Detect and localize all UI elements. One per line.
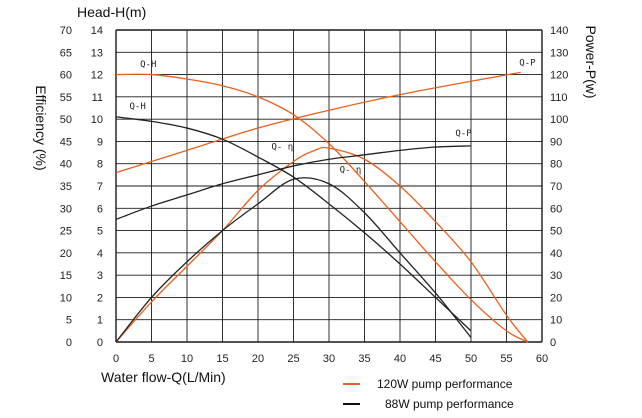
efficiency-tick-label: 45 [60, 136, 72, 148]
efficiency-tick-label: 60 [60, 70, 72, 82]
curve-88w-q [115, 177, 472, 343]
head-tick-label: 2 [97, 292, 103, 304]
efficiency-tick-label: 35 [60, 181, 72, 193]
x-tick-label: 25 [287, 353, 299, 365]
head-tick-label: 10 [91, 114, 103, 126]
x-tick-label: 50 [465, 353, 477, 365]
legend-label-88w: 88W pump performance [385, 397, 514, 411]
x-tick-label: 30 [323, 353, 335, 365]
curve-label-88w-q-: Q- η [340, 166, 362, 176]
head-tick-label: 13 [91, 47, 103, 59]
legend: 120W pump performance 88W pump performan… [343, 377, 514, 411]
curve-120w-qp [115, 71, 521, 174]
x-axis-title: Water flow-Q(L/Min) [101, 369, 226, 385]
x-tick-label: 55 [500, 353, 512, 365]
efficiency-tick-label: 55 [60, 92, 72, 104]
curve-label-120w-q-h: Q-H [140, 60, 156, 70]
curve-120w-qh [115, 73, 529, 343]
power-tick-label: 90 [550, 136, 562, 148]
efficiency-axis-title: Efficiency (%) [33, 85, 49, 170]
curve-120w-q [115, 146, 529, 343]
x-tick-label: 60 [536, 353, 548, 365]
head-tick-label: 0 [97, 337, 103, 349]
x-tick-label: 45 [429, 353, 441, 365]
head-tick-label: 1 [97, 315, 103, 327]
head-axis-title: Head-H(m) [77, 4, 146, 20]
head-tick-label: 11 [92, 92, 103, 104]
curve-label-88w-q-h: Q-H [129, 102, 145, 112]
efficiency-tick-label: 10 [60, 292, 72, 304]
curves [115, 71, 529, 343]
power-tick-label: 30 [550, 270, 562, 282]
power-tick-label: 10 [550, 315, 562, 327]
curve-88w-qh [115, 116, 472, 332]
power-tick-label: 80 [550, 159, 562, 171]
power-tick-label: 40 [550, 248, 562, 260]
x-tick-label: 15 [216, 353, 228, 365]
head-tick-label: 6 [97, 203, 103, 215]
grid [115, 29, 543, 343]
x-tick-label: 0 [113, 353, 119, 365]
x-tick-label: 20 [252, 353, 264, 365]
power-tick-label: 130 [550, 47, 568, 59]
power-tick-label: 0 [550, 337, 556, 349]
efficiency-tick-label: 70 [60, 25, 72, 37]
head-tick-label: 12 [91, 70, 103, 82]
x-tick-label: 5 [148, 353, 154, 365]
x-tick-label: 40 [394, 353, 406, 365]
head-tick-label: 8 [97, 159, 103, 171]
efficiency-tick-label: 50 [60, 114, 72, 126]
head-tick-label: 5 [97, 226, 103, 238]
x-tick-label: 35 [358, 353, 370, 365]
head-tick-label: 9 [97, 136, 103, 148]
power-tick-label: 70 [550, 181, 562, 193]
x-tick-label: 10 [181, 353, 193, 365]
power-tick-label: 100 [550, 114, 568, 126]
efficiency-tick-label: 30 [60, 203, 72, 215]
head-tick-label: 14 [91, 25, 103, 37]
efficiency-tick-label: 5 [66, 315, 72, 327]
legend-label-120w: 120W pump performance [377, 377, 513, 391]
power-tick-label: 50 [550, 226, 562, 238]
curve-label-88w-q-p: Q-P [455, 129, 472, 139]
efficiency-tick-label: 0 [66, 337, 72, 349]
power-tick-label: 120 [550, 70, 568, 82]
efficiency-tick-label: 20 [60, 248, 72, 260]
efficiency-tick-label: 15 [60, 270, 72, 282]
head-tick-label: 3 [97, 270, 103, 282]
curve-88w-qp [115, 145, 472, 221]
power-tick-label: 60 [550, 203, 562, 215]
power-tick-label: 140 [550, 25, 568, 37]
head-tick-label: 4 [97, 248, 103, 260]
power-axis-title: Power-P(w) [583, 25, 599, 98]
tick-labels: 0 5 10 15 20 25 30 35 40 45 50 55 600123456789101112… [60, 25, 569, 365]
power-tick-label: 20 [550, 292, 562, 304]
head-tick-label: 7 [97, 181, 103, 193]
efficiency-tick-label: 65 [60, 47, 72, 59]
curve-label-120w-q-: Q- η [271, 142, 293, 152]
curve-labels: Q-H Q-P Q- η Q-H Q-P Q- η [129, 59, 536, 176]
efficiency-tick-label: 25 [60, 226, 72, 238]
curve-label-120w-q-p: Q-P [519, 59, 536, 69]
power-tick-label: 110 [550, 92, 568, 104]
efficiency-tick-label: 40 [60, 159, 72, 171]
